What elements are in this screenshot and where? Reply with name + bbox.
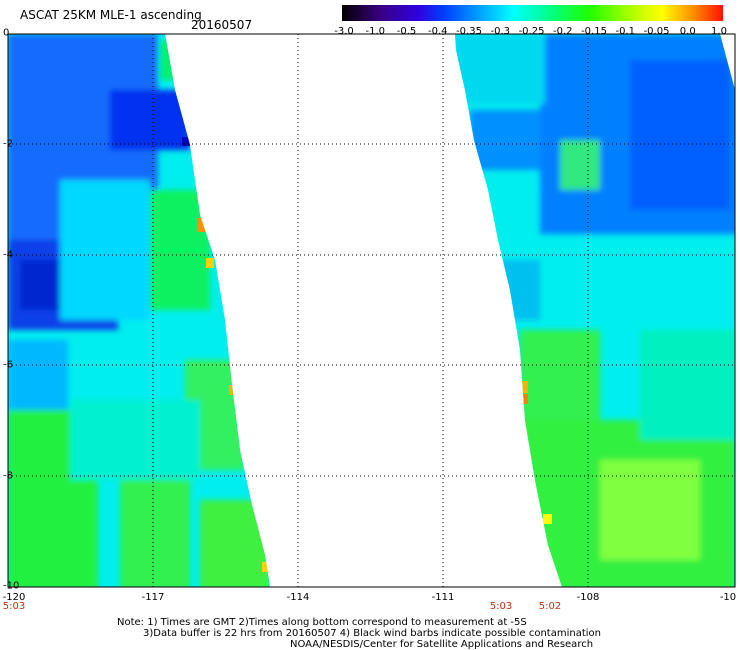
- x-tick-1: -117: [141, 592, 165, 603]
- x-tick-4: -108: [576, 592, 600, 603]
- y-tick-4: -8: [3, 470, 13, 482]
- title: ASCAT 25KM MLE-1 ascending: [20, 8, 202, 22]
- x-tick-0: -120: [2, 592, 26, 603]
- color-scale-label: -0.35: [456, 26, 482, 37]
- color-scale-label: -1.0: [365, 26, 386, 37]
- color-scale-label: -0.1: [615, 26, 636, 37]
- time-label-right: 5:02: [538, 601, 562, 612]
- color-scale-label: -3.0: [334, 26, 354, 37]
- note-line-3: NOAA/NESDIS/Center for Satellite Applica…: [290, 639, 594, 650]
- y-tick-2: -4: [3, 249, 13, 261]
- color-scale-label: 0.0: [679, 26, 696, 37]
- plot-frame: [7, 33, 736, 588]
- grid-lines: [8, 34, 735, 587]
- time-label-mid: 5:03: [489, 601, 513, 612]
- color-scale-label: -0.3: [490, 26, 511, 37]
- x-tick-5: -10: [719, 592, 737, 603]
- right-swath: [455, 34, 735, 587]
- x-tick-3: -111: [431, 592, 455, 603]
- color-scale-label: -0.15: [581, 26, 607, 37]
- color-scale-label: -0.2: [552, 26, 573, 37]
- date-label: 20160507: [191, 18, 253, 32]
- y-tick-5: -10: [3, 580, 20, 592]
- color-scale-label: -0.25: [518, 26, 545, 37]
- left-swath: [8, 34, 270, 587]
- x-tick-2: -114: [286, 592, 310, 603]
- color-scale-label: -0.05: [643, 26, 670, 37]
- time-label-left: 5:03: [2, 601, 26, 612]
- color-scale-label: 1.0: [711, 26, 727, 37]
- note-line-1: Note: 1) Times are GMT 2)Times along bot…: [117, 617, 527, 628]
- y-tick-1: -2: [3, 138, 13, 150]
- color-scale-label: -0.4: [427, 26, 448, 37]
- note-line-2: 3)Data buffer is 22 hrs from 20160507 4)…: [143, 628, 601, 639]
- color-scale-label: -0.5: [396, 26, 417, 37]
- y-tick-3: -6: [3, 359, 13, 371]
- color-scale-bar: [342, 5, 723, 21]
- y-tick-0: 0: [3, 27, 10, 39]
